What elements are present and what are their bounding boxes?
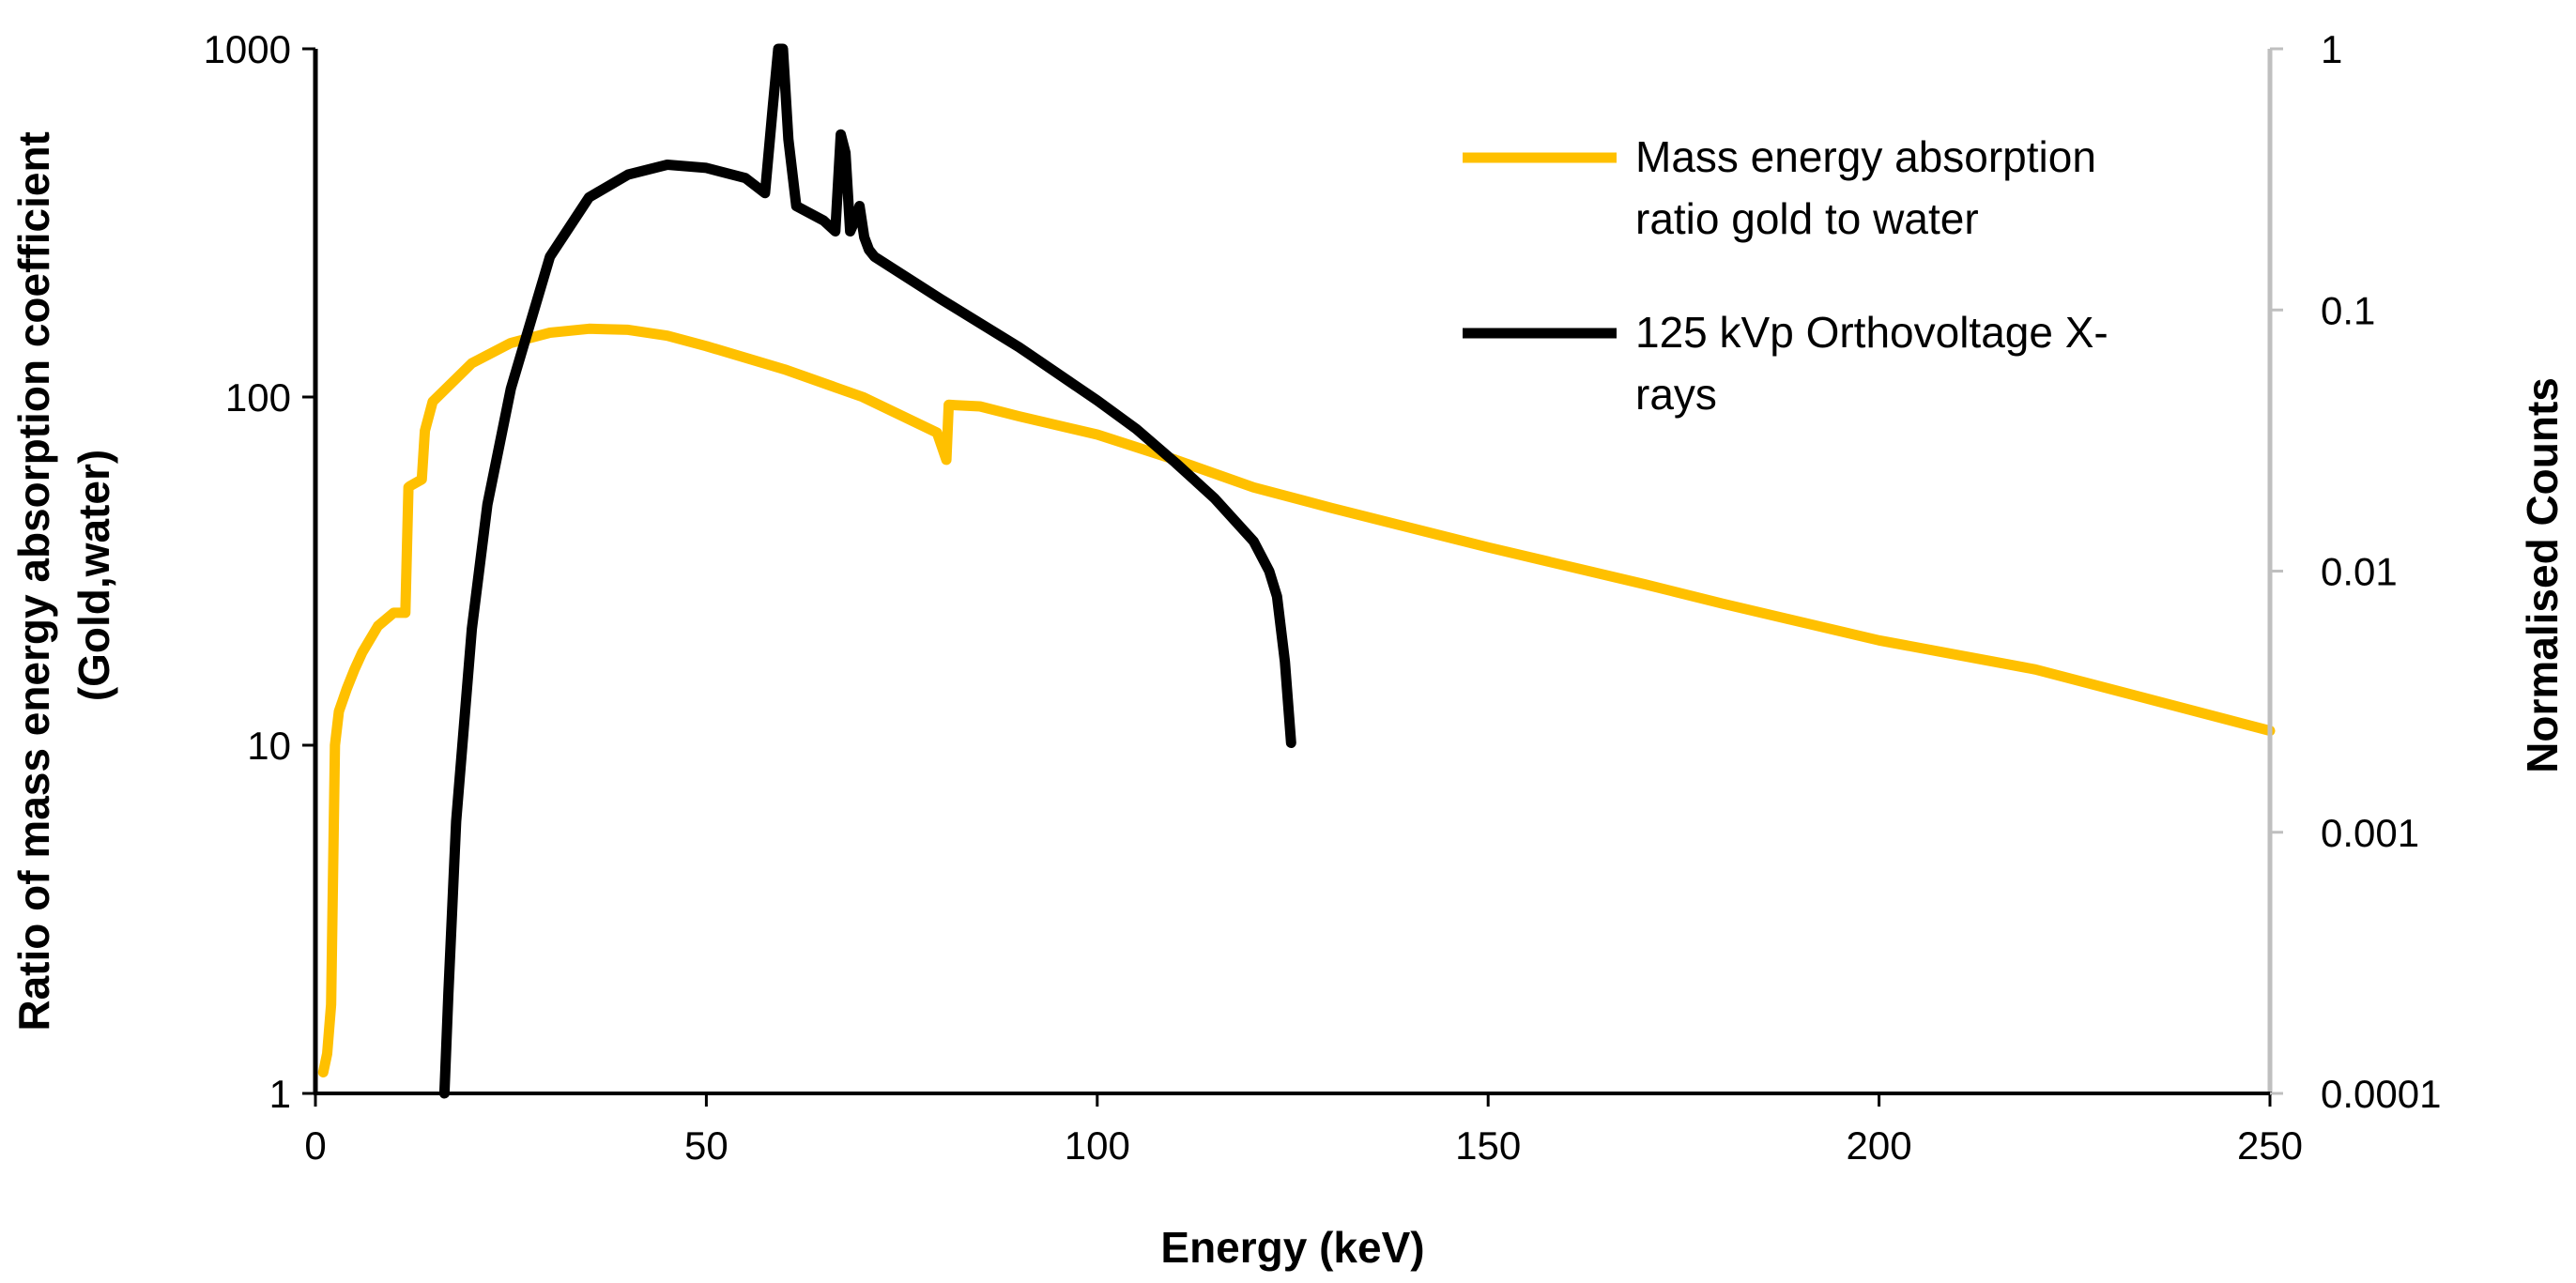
y-tick-label: 10 [247,724,291,768]
y-tick-label: 1000 [204,27,291,71]
x-axis-title: Energy (keV) [1160,1223,1424,1272]
y2-tick-label: 1 [2321,27,2342,71]
y2-tick-label: 0.01 [2321,550,2398,594]
y-tick-label: 1 [269,1072,291,1116]
x-tick-label: 150 [1455,1123,1521,1168]
y-tick-label: 100 [225,375,291,420]
x-tick-label: 100 [1065,1123,1130,1168]
x-tick-label: 250 [2237,1123,2303,1168]
legend-label-gold-water-line-2: ratio gold to water [1635,194,1979,243]
legend-label-xray-spectrum-line-1: 125 kVp Orthovoltage X- [1635,308,2108,357]
y-axis-title: Ratio of mass energy absorption coeffici… [9,119,118,1031]
y-axis-title-line-2: (Gold,water) [69,450,118,701]
legend-label-xray-spectrum-line-2: rays [1635,370,1717,419]
x-tick-label: 0 [304,1123,326,1168]
series-line-xray-spectrum [438,43,1296,1099]
legend-label-gold-water-line-1: Mass energy absorption [1635,132,2096,181]
x-tick-label: 200 [1847,1123,1912,1168]
y2-tick-label: 0.001 [2321,811,2419,855]
y-axis-title-line-1: Ratio of mass energy absorption coeffici… [9,131,58,1031]
y2-axis-title: Normalised Counts [2518,377,2567,773]
y2-tick-label: 0.0001 [2321,1072,2441,1116]
x-tick-label: 50 [684,1123,728,1168]
legend-label-gold-water: Mass energy absorption ratio gold to wat… [1635,132,2108,243]
series-line-gold-water-ratio [317,323,2276,1077]
legend: Mass energy absorption ratio gold to wat… [1463,132,2121,419]
y2-tick-label: 0.1 [2321,288,2375,332]
legend-label-xray-spectrum: 125 kVp Orthovoltage X- rays [1635,308,2121,419]
